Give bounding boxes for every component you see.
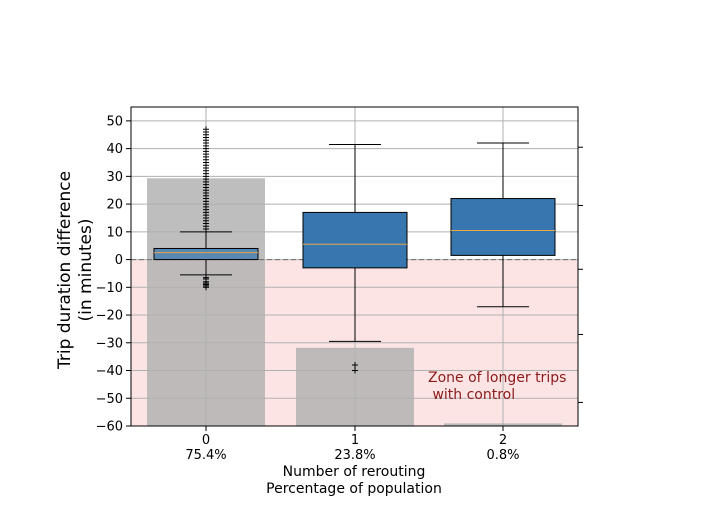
y-axis-title-line2: (in minutes): [76, 219, 96, 322]
y-tick-label: 30: [106, 170, 123, 185]
y-tick-label: −20: [96, 309, 123, 324]
outlier-point: [203, 126, 209, 133]
x-tick-percentage-label: 75.4%: [185, 448, 226, 463]
x-axis-title-line2: Percentage of population: [266, 481, 442, 497]
box-0: [153, 126, 259, 291]
y-tick-label: −30: [96, 336, 123, 351]
box-iqr: [153, 247, 259, 261]
zone-annotation-line2: with control: [428, 387, 515, 403]
outlier-point: [203, 274, 209, 281]
box-2: [450, 142, 556, 308]
box-iqr: [450, 198, 556, 256]
y-tick-label: 0: [115, 253, 123, 268]
outlier-point: [352, 367, 358, 374]
y-tick-label: −50: [96, 392, 123, 407]
y-tick-label: −10: [96, 281, 123, 296]
outlier-point: [352, 361, 358, 368]
y-tick-label: 50: [106, 114, 123, 129]
y-tick-label: 40: [106, 142, 123, 157]
box-1: [302, 143, 408, 374]
y-tick-label: −40: [96, 364, 123, 379]
y-tick-label: 20: [106, 198, 123, 213]
x-tick-label: 1: [351, 433, 359, 448]
zone-annotation-line1: Zone of longer trips: [428, 370, 566, 386]
y-axis-title-line1: Trip duration difference: [55, 171, 75, 370]
x-tick-label: 2: [499, 433, 507, 448]
box-iqr: [302, 211, 408, 269]
x-tick-label: 0: [202, 433, 210, 448]
y-tick-label: 10: [106, 225, 123, 240]
y-tick-label: −60: [96, 420, 123, 435]
x-axis-title-line1: Number of rerouting: [283, 464, 426, 480]
x-tick-percentage-label: 23.8%: [334, 448, 375, 463]
x-tick-percentage-label: 0.8%: [486, 448, 519, 463]
